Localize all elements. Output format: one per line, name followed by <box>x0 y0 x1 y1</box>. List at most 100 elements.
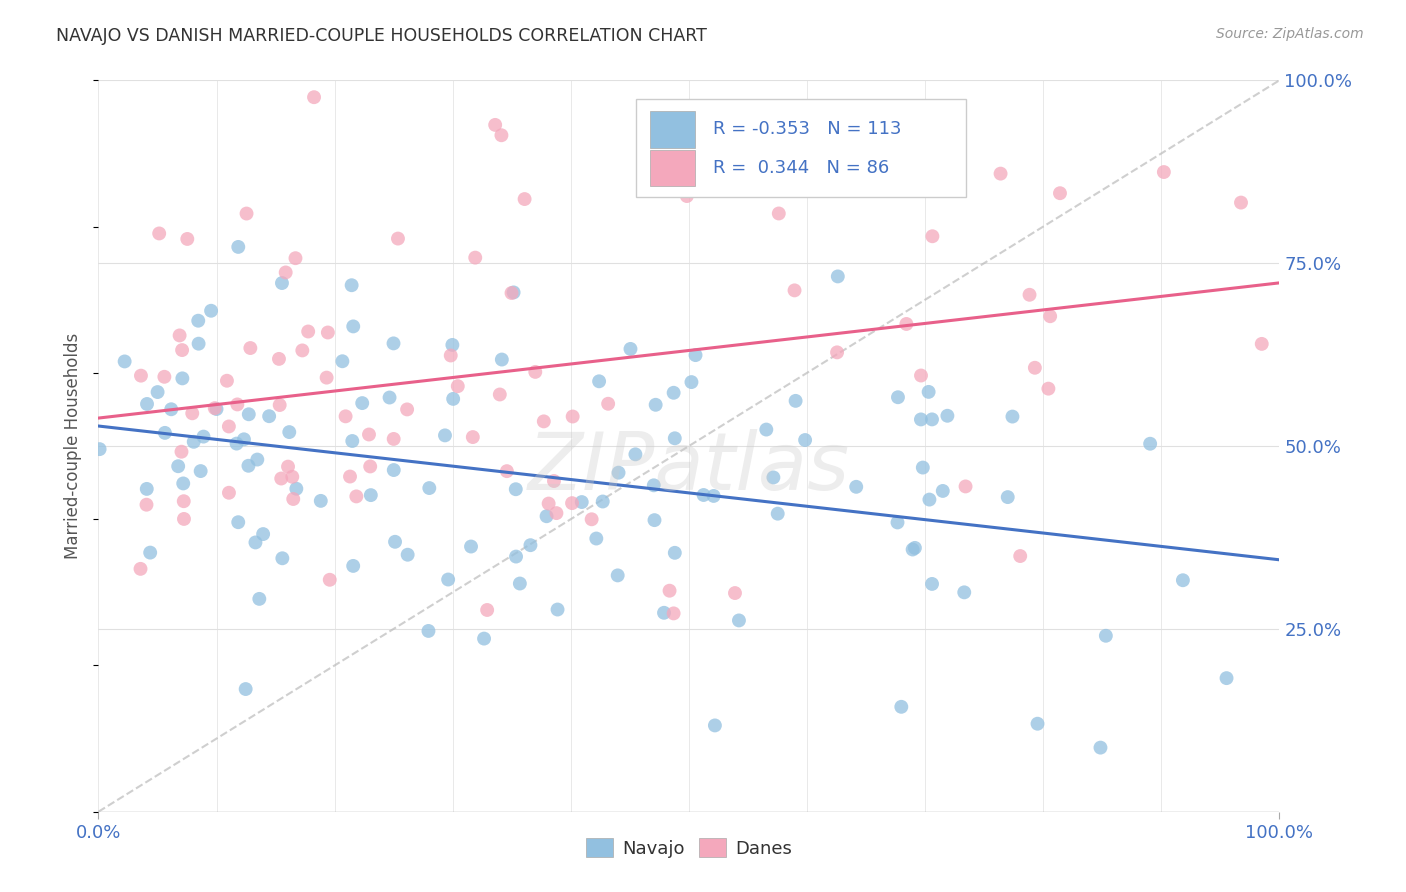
Legend: Navajo, Danes: Navajo, Danes <box>579 831 799 865</box>
Point <box>1001 409 1024 424</box>
Point <box>491 128 513 143</box>
Point <box>239 341 262 355</box>
Point <box>238 458 260 473</box>
Point <box>1018 287 1040 301</box>
Point <box>606 568 628 582</box>
Point <box>1039 310 1062 324</box>
Point <box>692 488 714 502</box>
Point <box>360 488 382 502</box>
Point <box>146 385 169 400</box>
Point <box>1153 165 1175 179</box>
Point <box>344 490 367 504</box>
Point <box>664 546 686 560</box>
Point <box>910 368 932 383</box>
Point <box>433 428 456 442</box>
Point <box>387 231 409 245</box>
Point <box>488 387 510 401</box>
Point <box>235 206 257 220</box>
Point <box>309 494 332 508</box>
Point <box>447 379 470 393</box>
Point <box>724 586 747 600</box>
Point <box>382 336 405 351</box>
Point <box>505 482 527 496</box>
Point <box>911 460 934 475</box>
Y-axis label: Married-couple Households: Married-couple Households <box>65 333 83 559</box>
Point <box>357 427 380 442</box>
Point <box>269 398 291 412</box>
Point <box>1049 186 1071 201</box>
Point <box>643 513 665 527</box>
Point <box>990 167 1012 181</box>
Point <box>537 497 560 511</box>
Point <box>464 251 486 265</box>
Point <box>342 558 364 573</box>
Point <box>136 397 159 411</box>
Point <box>169 328 191 343</box>
Point <box>918 492 941 507</box>
Point <box>644 398 666 412</box>
Point <box>382 432 405 446</box>
Point <box>1171 573 1194 587</box>
Point <box>183 434 205 449</box>
Point <box>768 206 790 220</box>
Point <box>592 494 614 508</box>
Point <box>827 269 849 284</box>
Point <box>505 549 527 564</box>
Point <box>588 374 610 388</box>
Point <box>785 393 807 408</box>
Point <box>187 314 209 328</box>
Point <box>652 606 675 620</box>
Text: R =  0.344   N = 86: R = 0.344 N = 86 <box>713 159 889 177</box>
Point <box>1139 436 1161 450</box>
Point <box>135 498 157 512</box>
Point <box>658 583 681 598</box>
Point <box>921 577 943 591</box>
Point <box>662 607 685 621</box>
Point <box>707 178 730 193</box>
Point <box>475 603 498 617</box>
Point <box>1215 671 1237 685</box>
Point <box>418 481 440 495</box>
Point <box>607 466 630 480</box>
Point <box>283 491 305 506</box>
Point <box>139 546 162 560</box>
Point <box>543 474 565 488</box>
Point <box>441 392 464 406</box>
Point <box>247 591 270 606</box>
Point <box>181 406 204 420</box>
Point <box>619 342 641 356</box>
Point <box>1038 382 1060 396</box>
Point <box>561 409 583 424</box>
Point <box>441 338 464 352</box>
Point <box>502 285 524 300</box>
Point <box>533 414 555 428</box>
Point <box>820 121 842 136</box>
Point <box>513 192 536 206</box>
Point <box>172 343 194 357</box>
Point <box>396 548 419 562</box>
Point <box>176 232 198 246</box>
Point <box>766 507 789 521</box>
Point <box>167 459 190 474</box>
Point <box>496 464 519 478</box>
Point <box>340 278 363 293</box>
Point <box>378 391 401 405</box>
Point <box>762 470 785 484</box>
Point <box>274 265 297 279</box>
Point <box>685 348 707 362</box>
Point <box>917 384 939 399</box>
Point <box>267 351 290 366</box>
Point <box>1095 629 1118 643</box>
Point <box>218 419 240 434</box>
Point <box>173 512 195 526</box>
Point <box>226 397 249 411</box>
Point <box>571 495 593 509</box>
Point <box>291 343 314 358</box>
Point <box>755 134 778 148</box>
Point <box>172 371 194 385</box>
Point <box>491 352 513 367</box>
Point <box>271 551 294 566</box>
Point <box>339 469 361 483</box>
Point <box>1024 360 1046 375</box>
Point <box>910 412 932 426</box>
